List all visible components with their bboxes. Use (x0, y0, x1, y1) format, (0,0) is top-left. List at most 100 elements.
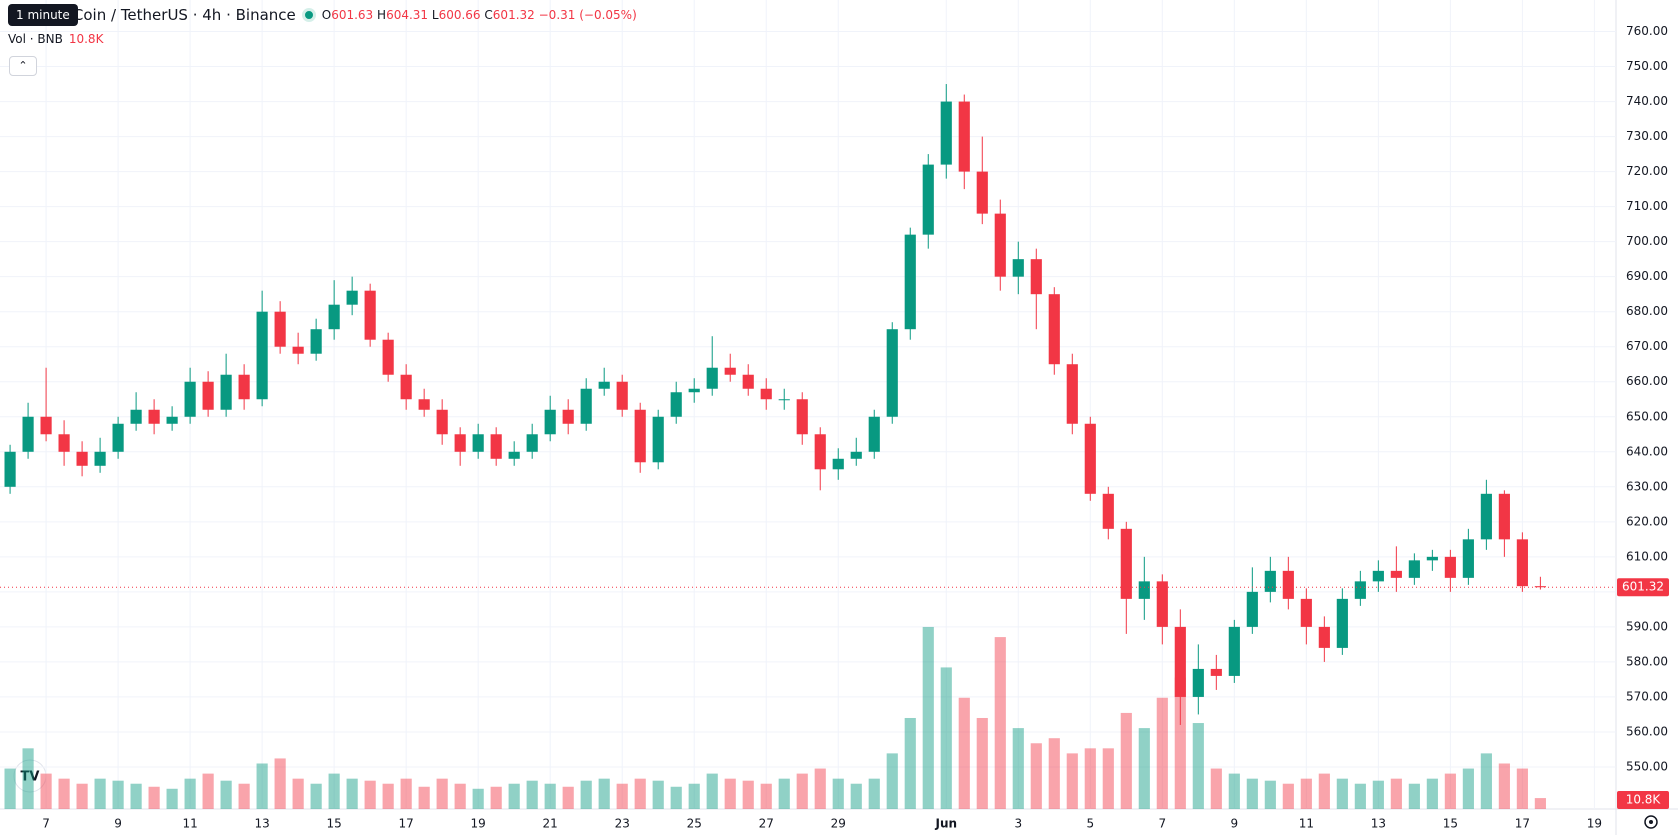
candle-body (1390, 570, 1402, 578)
volume-bar (1408, 783, 1420, 809)
candle-body (760, 388, 772, 400)
y-tick-label: 570.00 (1626, 689, 1668, 703)
volume-bar (112, 780, 124, 809)
candle-body (724, 367, 736, 375)
volume-bar (382, 783, 394, 809)
volume-bar (1138, 728, 1150, 809)
candle-body (1084, 423, 1096, 494)
volume-bar (796, 773, 808, 809)
x-tick-label: 13 (254, 817, 269, 831)
volume-bar (1120, 712, 1132, 809)
settings-icon[interactable] (1644, 815, 1658, 829)
volume-bar (1444, 773, 1456, 809)
x-tick-label: 3 (1014, 817, 1022, 831)
candle-body (94, 451, 106, 466)
volume-bar (634, 778, 646, 809)
candle-body (1480, 493, 1492, 540)
candle-body (508, 451, 520, 459)
volume-bar (1066, 753, 1078, 809)
candle-body (1066, 364, 1078, 424)
volume-bar (1228, 773, 1240, 809)
volume-bar (1102, 748, 1114, 809)
candle-body (544, 409, 556, 435)
volume-bar (706, 773, 718, 809)
volume-bar (4, 768, 16, 809)
y-tick-label: 710.00 (1626, 199, 1668, 213)
candle-body (310, 329, 322, 354)
candle-body (454, 434, 466, 452)
volume-bar (22, 748, 34, 809)
candle-body (256, 311, 268, 400)
y-tick-label: 740.00 (1626, 94, 1668, 108)
volume-bar (814, 768, 826, 809)
y-tick-label: 720.00 (1626, 164, 1668, 178)
y-tick-label: 690.00 (1626, 269, 1668, 283)
volume-bar (1264, 780, 1276, 809)
volume-legend: Vol · BNB 10.8K (8, 32, 103, 46)
candle-body (1138, 581, 1150, 599)
candle-body (832, 458, 844, 470)
volume-bar (1336, 778, 1348, 809)
x-tick-label: 11 (1299, 817, 1314, 831)
candle-body (22, 416, 34, 452)
candle-body (418, 399, 430, 410)
volume-bar (166, 788, 178, 809)
tooltip: 1 minute (8, 4, 78, 26)
volume-bar (256, 763, 268, 809)
candle-body (76, 451, 88, 466)
volume-bar (1282, 783, 1294, 809)
volume-bar (562, 786, 574, 809)
candle-body (1228, 626, 1240, 676)
candle-body (238, 374, 250, 400)
volume-bar (220, 780, 232, 809)
legend-value: 601.32 (492, 8, 535, 22)
candle-body (526, 434, 538, 452)
candle-body (1048, 294, 1060, 365)
volume-bar (1498, 763, 1510, 809)
legend-key: O (321, 8, 332, 22)
volume-bar (1390, 778, 1402, 809)
candle-body (1192, 668, 1204, 697)
collapse-button[interactable]: ⌃ (9, 56, 37, 76)
candle-body (130, 409, 142, 424)
candle-body (202, 381, 214, 410)
x-tick-label: 17 (399, 817, 414, 831)
volume-bar (1174, 677, 1186, 809)
volume-bar (310, 783, 322, 809)
volume-bar (832, 778, 844, 809)
volume-bar (1210, 768, 1222, 809)
y-tick-label: 590.00 (1626, 619, 1668, 633)
candle-body (1264, 570, 1276, 592)
volume-bar (202, 773, 214, 809)
volume-bar (1246, 778, 1258, 809)
x-tick-label: 11 (182, 817, 197, 831)
candle-body (958, 101, 970, 172)
candle-body (850, 451, 862, 459)
y-tick-label: 640.00 (1626, 444, 1668, 458)
volume-bar (1462, 768, 1474, 809)
volume-bar (148, 786, 160, 809)
price-tag (1617, 578, 1669, 597)
candle-body (1408, 560, 1420, 578)
volume-bar (742, 780, 754, 809)
x-tick-label: 19 (471, 817, 486, 831)
candle-body (1318, 626, 1330, 648)
y-tick-label: 750.00 (1626, 59, 1668, 73)
volume-bar (616, 783, 628, 809)
candle-body (580, 388, 592, 424)
candle-body (922, 164, 934, 235)
volume-bar (1084, 748, 1096, 809)
candle-body (868, 416, 880, 452)
candle-body (220, 374, 232, 410)
candle-body (1174, 626, 1186, 697)
candle-body (1444, 556, 1456, 578)
candle-body (1156, 581, 1168, 627)
candle-body (112, 423, 124, 452)
volume-bar (58, 778, 70, 809)
tv-logo: TV (13, 759, 47, 793)
candle-body (706, 367, 718, 389)
ohlc-legend: O601.63 H604.31 L600.66 C601.32 −0.31 (−… (322, 8, 637, 22)
candle-body (4, 451, 16, 487)
candle-body (670, 392, 682, 417)
volume-bar (94, 778, 106, 809)
